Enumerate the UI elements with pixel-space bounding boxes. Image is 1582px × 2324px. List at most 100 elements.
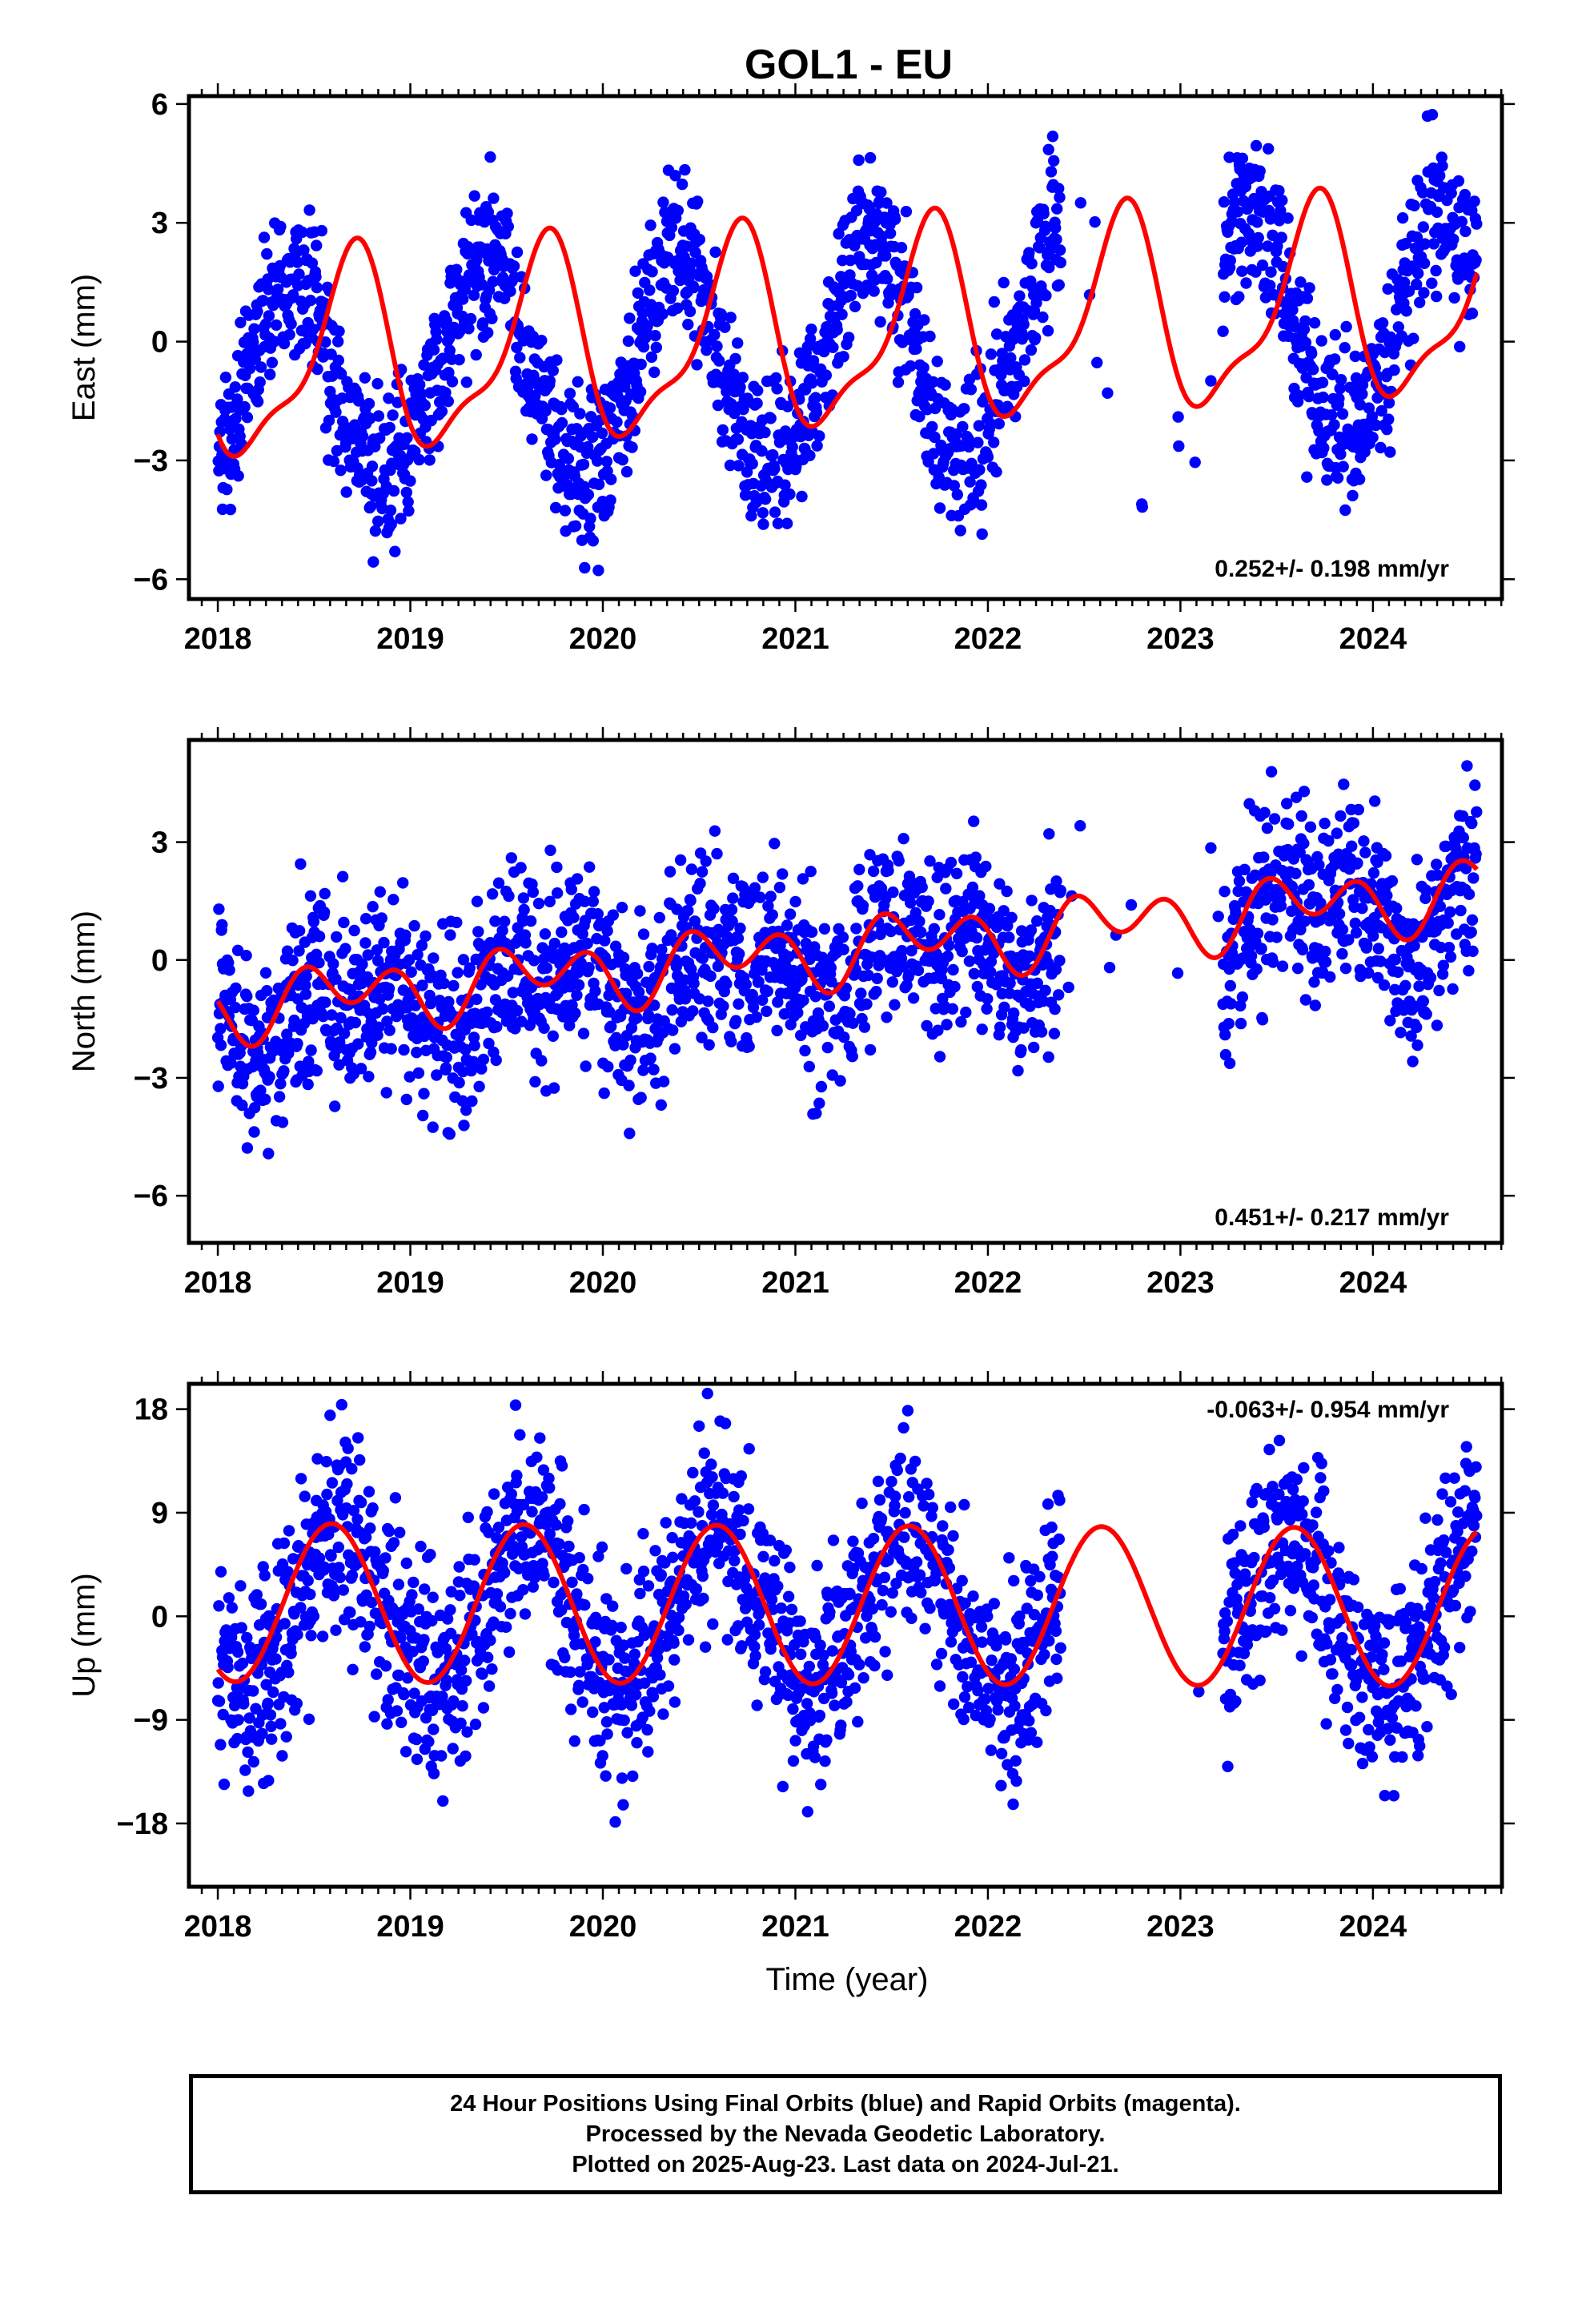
data-point xyxy=(1039,220,1051,232)
data-point xyxy=(565,883,577,895)
data-point xyxy=(1336,947,1348,960)
data-point xyxy=(838,1031,850,1043)
data-point xyxy=(889,999,901,1011)
data-point xyxy=(694,878,706,890)
data-point xyxy=(363,1486,375,1498)
data-point xyxy=(864,151,877,164)
data-point xyxy=(642,1746,654,1758)
data-point xyxy=(400,929,412,941)
data-point xyxy=(881,272,893,285)
data-point xyxy=(951,489,964,501)
data-point xyxy=(1399,979,1411,992)
data-point xyxy=(875,186,887,199)
data-point xyxy=(733,947,745,960)
data-point xyxy=(346,1570,359,1582)
data-point xyxy=(1408,199,1420,211)
data-point xyxy=(263,1148,275,1160)
y-tick-label: 3 xyxy=(151,826,168,860)
data-point xyxy=(918,314,930,326)
data-point xyxy=(547,1030,559,1043)
data-point xyxy=(428,952,440,964)
data-point xyxy=(263,310,275,322)
data-point xyxy=(789,895,801,908)
data-point xyxy=(1224,255,1237,267)
data-point xyxy=(721,978,733,990)
data-point xyxy=(584,861,596,873)
data-point xyxy=(1290,867,1302,880)
data-point xyxy=(1366,411,1379,423)
data-point xyxy=(544,895,556,908)
data-point xyxy=(592,1550,604,1562)
data-point xyxy=(804,332,817,345)
data-point xyxy=(1456,215,1468,227)
data-point xyxy=(302,1574,314,1586)
data-point xyxy=(853,154,865,167)
data-point xyxy=(584,513,596,525)
data-point xyxy=(311,1064,323,1077)
data-point xyxy=(1412,267,1424,279)
data-point xyxy=(223,964,235,976)
data-point xyxy=(426,1614,438,1627)
data-point xyxy=(664,866,677,878)
data-point xyxy=(458,1120,470,1132)
data-point xyxy=(317,1011,329,1023)
data-point xyxy=(307,1610,320,1622)
data-point xyxy=(1262,240,1274,252)
data-point xyxy=(270,319,283,332)
data-point xyxy=(909,308,921,320)
data-point xyxy=(998,276,1010,289)
data-point xyxy=(1461,760,1473,772)
data-point xyxy=(757,994,769,1007)
data-point xyxy=(990,328,1003,340)
data-point xyxy=(709,328,721,341)
data-point xyxy=(431,1069,443,1081)
data-point xyxy=(622,335,635,348)
data-point xyxy=(815,1080,828,1093)
data-point xyxy=(587,535,599,547)
data-point xyxy=(236,1657,249,1670)
data-point xyxy=(644,284,656,296)
data-point xyxy=(1219,1048,1232,1061)
data-point xyxy=(582,1573,594,1585)
data-point xyxy=(907,992,920,1004)
data-point xyxy=(656,943,668,956)
data-point xyxy=(517,892,530,904)
data-point xyxy=(340,486,352,498)
data-point xyxy=(1395,1027,1407,1039)
data-point xyxy=(578,1503,590,1516)
data-point xyxy=(1436,968,1449,980)
data-point xyxy=(1471,218,1483,230)
data-point xyxy=(711,847,723,860)
data-point xyxy=(305,1630,317,1642)
data-point xyxy=(721,1634,733,1646)
data-point xyxy=(368,1711,380,1723)
data-point xyxy=(756,445,768,457)
data-point xyxy=(733,460,745,472)
data-point xyxy=(1042,143,1054,155)
data-point xyxy=(1030,332,1042,344)
data-point xyxy=(481,1506,493,1518)
data-point xyxy=(1307,364,1319,376)
data-point xyxy=(579,1599,591,1611)
data-point xyxy=(477,1053,490,1066)
data-point xyxy=(1335,374,1347,386)
data-point xyxy=(702,995,714,1007)
data-point xyxy=(709,246,721,258)
data-point xyxy=(1470,254,1482,266)
data-point xyxy=(1346,428,1358,440)
data-point xyxy=(1383,413,1395,425)
data-point xyxy=(1358,835,1370,847)
data-point xyxy=(1004,977,1016,990)
data-point xyxy=(726,915,738,927)
data-point xyxy=(288,1014,300,1027)
data-point xyxy=(383,983,396,995)
data-point xyxy=(352,1432,364,1444)
data-point xyxy=(1333,392,1345,404)
data-point xyxy=(1054,884,1067,897)
data-point xyxy=(424,454,436,466)
data-point xyxy=(1236,152,1249,164)
data-point xyxy=(1273,185,1285,197)
data-point xyxy=(717,424,729,436)
data-point xyxy=(733,1504,745,1516)
data-point xyxy=(728,368,740,380)
